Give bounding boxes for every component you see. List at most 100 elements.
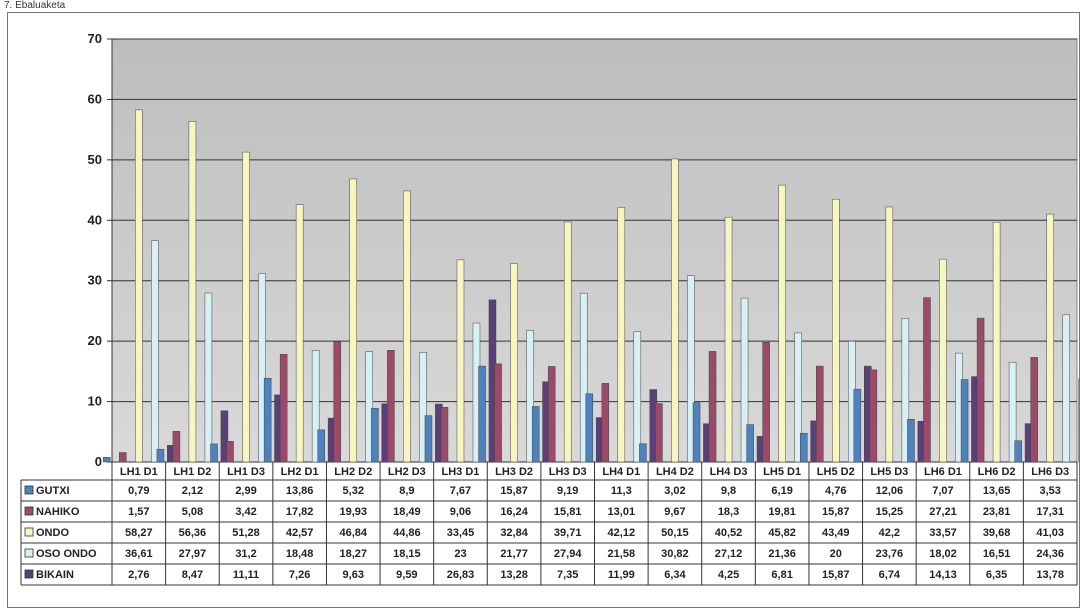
- series-name: GUTXI: [36, 485, 70, 497]
- data-label: 27,12: [715, 548, 743, 560]
- bar: [740, 297, 749, 463]
- series-name: ONDO: [36, 527, 69, 539]
- bar: [188, 121, 197, 463]
- data-label: 43,49: [822, 527, 850, 539]
- x-tick-label: LH4 D3: [710, 466, 748, 478]
- bar: [1046, 213, 1054, 463]
- data-label: 18,3: [718, 506, 739, 518]
- bar: [671, 158, 679, 463]
- bar: [510, 263, 518, 463]
- data-label: 51,28: [232, 527, 260, 539]
- x-tick-label: LH3 D1: [442, 466, 480, 478]
- bar: [333, 341, 341, 463]
- bar: [939, 258, 947, 463]
- data-label: 27,94: [554, 548, 582, 560]
- bar: [778, 184, 786, 463]
- bar: [151, 240, 159, 463]
- data-label: 12,06: [876, 485, 904, 497]
- x-tick-label: LH5 D3: [870, 466, 908, 478]
- y-tick-label: 30: [88, 273, 102, 288]
- x-tick-label: LH5 D2: [817, 466, 855, 478]
- data-label: 15,25: [876, 506, 904, 518]
- data-table: LH1 D1 LH1 D2 LH1 D3 LH2 D1 LH2 D2 LH2 D3 LH3 …: [20, 462, 1078, 586]
- data-label: 42,12: [608, 527, 636, 539]
- data-label: 39,68: [983, 527, 1011, 539]
- y-tick-label: 0: [95, 454, 102, 469]
- x-tick-label: LH6 D3: [1031, 466, 1069, 478]
- bar: [295, 204, 304, 463]
- plot-area: [111, 38, 1078, 463]
- data-label: 27,97: [179, 548, 207, 560]
- data-label: 2,76: [128, 569, 149, 581]
- bar: [746, 424, 754, 463]
- data-label: 19,81: [768, 506, 796, 518]
- data-label: 11,11: [233, 569, 259, 581]
- x-tick-label: LH6 D1: [924, 466, 962, 478]
- data-label: 41,03: [1036, 527, 1064, 539]
- data-label: 36,61: [125, 548, 153, 560]
- bar: [547, 366, 556, 463]
- bar: [387, 350, 395, 463]
- series-name: BIKAIN: [36, 569, 74, 581]
- data-label: 11,3: [611, 485, 632, 497]
- data-label: 3,53: [1039, 485, 1060, 497]
- data-label: 31,2: [235, 548, 256, 560]
- bar: [311, 350, 320, 463]
- bar: [992, 221, 1001, 463]
- data-label: 8,9: [399, 485, 414, 497]
- bar: [901, 318, 910, 463]
- x-tick-label: LH4 D1: [602, 466, 640, 478]
- data-label: 2,99: [235, 485, 256, 497]
- data-label: 33,45: [447, 527, 475, 539]
- bar: [103, 456, 111, 463]
- bar: [692, 402, 701, 463]
- data-label: 15,87: [500, 485, 528, 497]
- data-label: 7,35: [557, 569, 578, 581]
- bar: [526, 330, 534, 463]
- bar: [639, 443, 647, 463]
- bar: [440, 407, 449, 463]
- bar: [1062, 314, 1070, 463]
- bar: [371, 407, 379, 463]
- data-label: 13,01: [608, 506, 636, 518]
- bar: [1014, 440, 1022, 463]
- bar: [794, 332, 802, 463]
- bar: [531, 406, 540, 463]
- bar: [885, 206, 894, 463]
- bar: [655, 403, 663, 463]
- data-label: 40,52: [715, 527, 743, 539]
- data-label: 14,13: [929, 569, 957, 581]
- data-label: 26,83: [447, 569, 475, 581]
- x-tick-label: LH6 D2: [978, 466, 1016, 478]
- bar: [349, 178, 357, 463]
- data-label: 42,57: [286, 527, 314, 539]
- bar: [403, 190, 411, 463]
- data-label: 11,99: [608, 569, 635, 581]
- data-label: 18,15: [393, 548, 421, 560]
- x-tick-label: LH3 D3: [549, 466, 587, 478]
- bar: [210, 443, 218, 463]
- data-label: 16,51: [983, 548, 1011, 560]
- bar: [478, 365, 486, 463]
- data-label: 18,48: [286, 548, 314, 560]
- data-label: 6,81: [771, 569, 792, 581]
- x-tick-label: LH5 D1: [763, 466, 801, 478]
- data-label: 46,84: [339, 527, 367, 539]
- bar: [419, 352, 427, 463]
- data-label: 13,28: [500, 569, 528, 581]
- data-label: 9,67: [664, 506, 685, 518]
- data-label: 21,36: [768, 548, 796, 560]
- bar: [563, 221, 572, 463]
- data-label: 21,77: [500, 548, 528, 560]
- data-label: 15,87: [822, 506, 850, 518]
- data-label: 13,65: [983, 485, 1011, 497]
- data-label: 18,02: [929, 548, 957, 560]
- data-label: 9,59: [396, 569, 417, 581]
- data-label: 4,76: [825, 485, 846, 497]
- bar: [708, 351, 717, 463]
- bar: [226, 441, 234, 463]
- bar: [601, 383, 610, 463]
- data-label: 30,82: [661, 548, 689, 560]
- legend-swatch: [24, 527, 34, 537]
- x-tick-label: LH1 D3: [227, 466, 265, 478]
